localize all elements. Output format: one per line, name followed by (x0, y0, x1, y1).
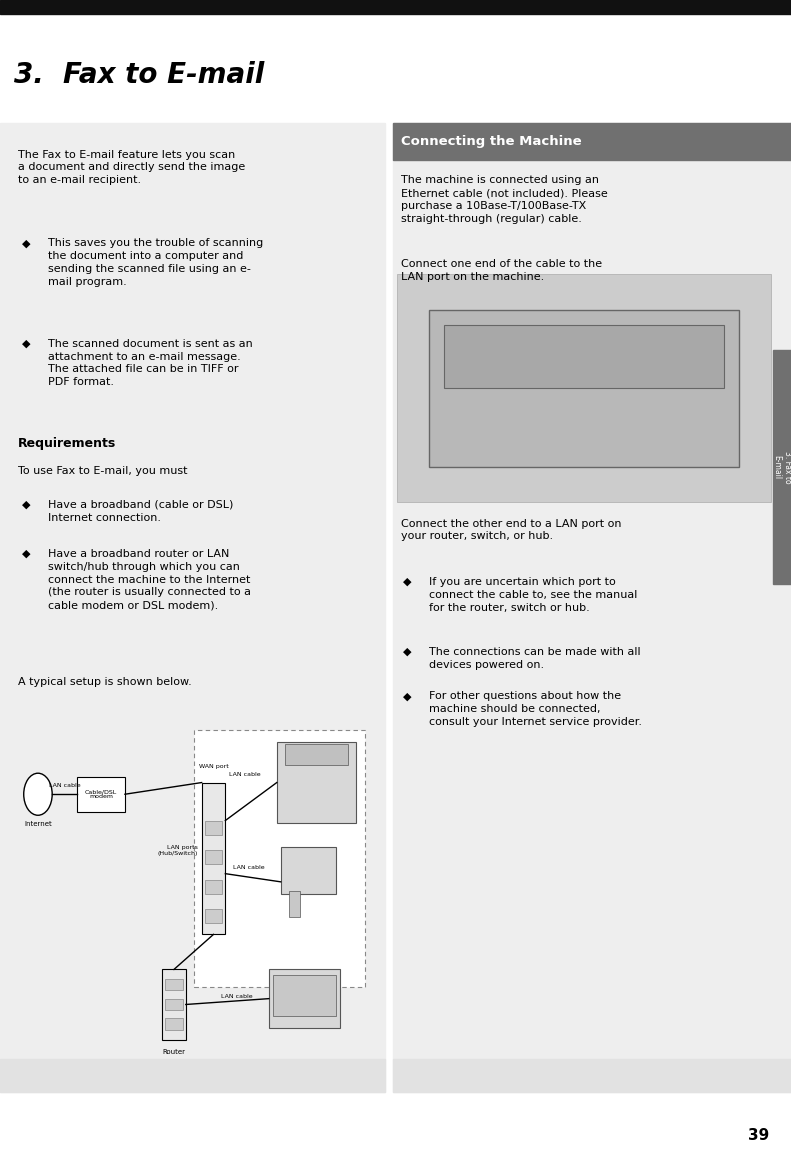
Text: 3.  Fax to E-mail: 3. Fax to E-mail (14, 61, 264, 89)
Bar (0, 0, 791, 14)
Bar (0, 123, 385, 1092)
Text: For other questions about how the
machine should be connected,
consult your Inte: For other questions about how the machin… (429, 691, 642, 726)
Bar (393, 123, 791, 160)
Text: Connect the other end to a LAN port on
your router, switch, or hub.: Connect the other end to a LAN port on y… (401, 519, 622, 542)
Text: WAN port: WAN port (198, 764, 229, 769)
Text: ◆: ◆ (403, 647, 411, 658)
Bar (393, 123, 791, 1092)
Bar (205, 850, 222, 864)
Text: LAN ports
(Hub/Switch): LAN ports (Hub/Switch) (157, 846, 198, 856)
Text: ◆: ◆ (403, 691, 411, 702)
Bar (165, 1018, 183, 1030)
FancyBboxPatch shape (445, 326, 723, 388)
Text: If you are uncertain which port to
connect the cable to, see the manual
for the : If you are uncertain which port to conne… (429, 577, 637, 612)
Bar (0, 1059, 385, 1092)
Text: 3. Fax to
E-mail: 3. Fax to E-mail (772, 451, 792, 484)
Text: The Fax to E-mail feature lets you scan
a document and directly send the image
t: The Fax to E-mail feature lets you scan … (18, 150, 245, 185)
Text: Have a broadband router or LAN
switch/hub through which you can
connect the mach: Have a broadband router or LAN switch/hu… (48, 549, 251, 610)
Bar (162, 969, 186, 1040)
Text: LAN cable: LAN cable (49, 784, 81, 788)
Text: Internet: Internet (24, 821, 52, 827)
Text: 39: 39 (749, 1128, 769, 1142)
Bar (269, 969, 340, 1028)
Text: A typical setup is shown below.: A typical setup is shown below. (18, 677, 192, 688)
FancyBboxPatch shape (194, 730, 365, 987)
Text: LAN cable: LAN cable (222, 994, 253, 999)
Bar (205, 880, 222, 894)
Text: LAN cable: LAN cable (233, 865, 265, 870)
Text: Connecting the Machine: Connecting the Machine (401, 134, 581, 148)
Bar (773, 350, 791, 584)
Text: ◆: ◆ (22, 549, 31, 559)
Text: To use Fax to E-mail, you must: To use Fax to E-mail, you must (18, 466, 187, 477)
Bar (277, 742, 356, 823)
Text: LAN cable: LAN cable (229, 772, 261, 777)
Text: Cable/DSL
modem: Cable/DSL modem (85, 790, 118, 799)
Bar (0, 14, 791, 123)
Bar (205, 821, 222, 835)
Text: ◆: ◆ (22, 238, 31, 249)
Text: Have a broadband (cable or DSL)
Internet connection.: Have a broadband (cable or DSL) Internet… (48, 500, 233, 523)
Bar (273, 975, 336, 1016)
Bar (285, 744, 348, 765)
Text: The connections can be made with all
devices powered on.: The connections can be made with all dev… (429, 647, 640, 670)
Text: The machine is connected using an
Ethernet cable (not included). Please
purchase: The machine is connected using an Ethern… (401, 175, 607, 223)
Bar (78, 777, 125, 812)
Text: The scanned document is sent as an
attachment to an e-mail message.
The attached: The scanned document is sent as an attac… (48, 339, 253, 387)
Text: Connect one end of the cable to the
LAN port on the machine.: Connect one end of the cable to the LAN … (401, 259, 602, 283)
Bar (288, 891, 300, 917)
Bar (397, 274, 771, 502)
Text: ◆: ◆ (22, 500, 31, 510)
Bar (165, 979, 183, 990)
Bar (281, 847, 336, 894)
Bar (165, 999, 183, 1010)
Text: ◆: ◆ (403, 577, 411, 588)
Bar (205, 909, 222, 923)
Text: ◆: ◆ (22, 339, 31, 349)
Text: Requirements: Requirements (18, 437, 117, 450)
Text: This saves you the trouble of scanning
the document into a computer and
sending : This saves you the trouble of scanning t… (48, 238, 264, 286)
Circle shape (24, 773, 52, 815)
Bar (202, 783, 225, 934)
Bar (429, 310, 739, 467)
Text: Router: Router (163, 1049, 186, 1055)
Bar (393, 1059, 791, 1092)
